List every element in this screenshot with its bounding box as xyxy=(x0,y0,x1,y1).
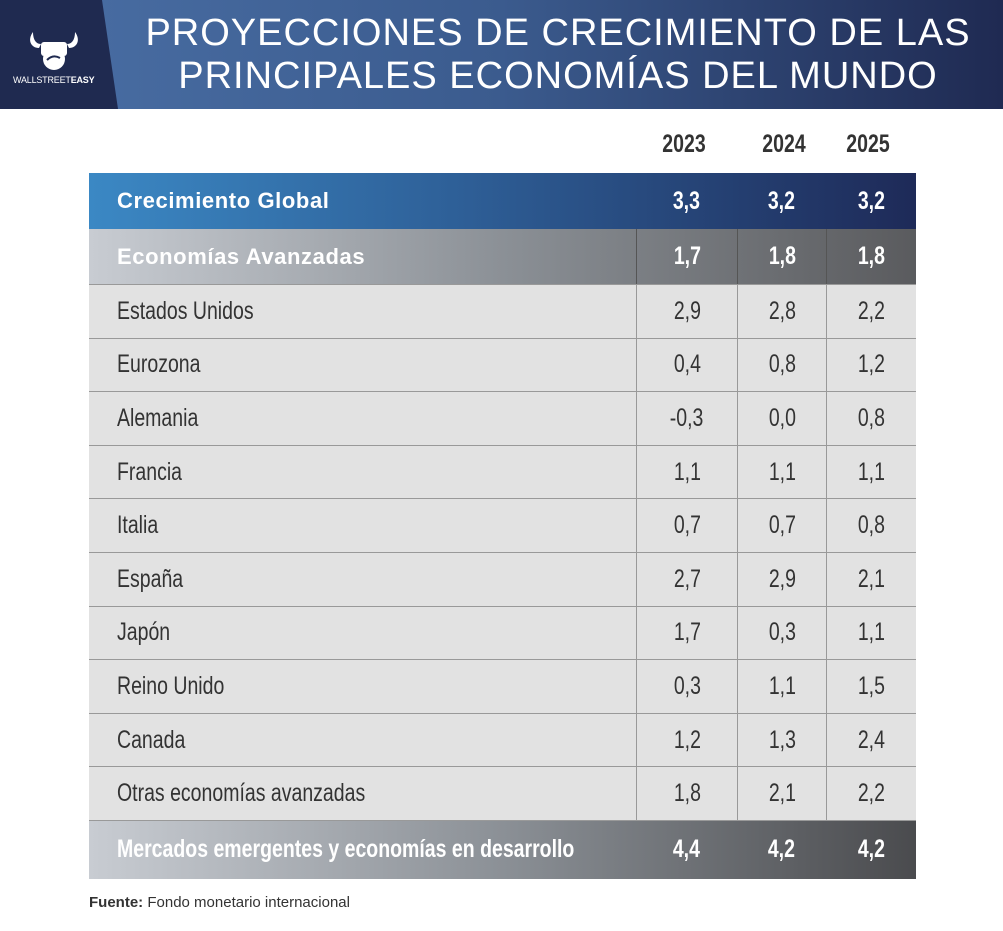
row-label: Estados Unidos xyxy=(117,296,254,325)
cell-value: 0,0 xyxy=(768,403,796,432)
table-row: Canada 1,2 1,3 2,4 xyxy=(89,713,916,768)
row-label: Francia xyxy=(117,457,183,486)
cell-value: 1,1 xyxy=(768,671,796,700)
cell-value: 1,3 xyxy=(768,725,796,754)
cell-value: 1,1 xyxy=(857,618,886,647)
column-header-2023: 2023 xyxy=(662,130,706,158)
cell-value: 1,7 xyxy=(673,618,701,647)
bull-fist-logo-icon xyxy=(30,32,78,70)
cell-value: 2,9 xyxy=(673,296,701,325)
table-row: Reino Unido 0,3 1,1 1,5 xyxy=(89,660,916,714)
row-advanced-economies: Economías Avanzadas 1,7 1,8 1,8 xyxy=(89,229,916,285)
cell-value: 1,1 xyxy=(768,457,796,486)
cell-value: 2,1 xyxy=(857,564,886,593)
cell-value: 0,3 xyxy=(673,671,701,700)
cell-value: 1,1 xyxy=(673,457,701,486)
cell-value: 2,7 xyxy=(673,564,701,593)
cell-value: -0,3 xyxy=(670,403,704,432)
row-label: Japón xyxy=(117,618,171,647)
cell-value: 2,1 xyxy=(768,779,796,808)
table-row: Alemania -0,3 0,0 0,8 xyxy=(89,392,916,446)
cell-value: 3,3 xyxy=(672,186,701,215)
cell-value: 0,3 xyxy=(768,618,796,647)
cell-value: 1,8 xyxy=(673,779,701,808)
row-label: Mercados emergentes y economías en desar… xyxy=(117,835,575,864)
cell-value: 4,2 xyxy=(767,835,796,864)
row-label: Eurozona xyxy=(117,350,201,379)
cell-value: 0,7 xyxy=(673,511,701,540)
cell-value: 2,8 xyxy=(768,296,796,325)
logo-wordmark: WALLSTREETEASY xyxy=(13,75,95,85)
cell-value: 1,2 xyxy=(857,350,886,379)
cell-value: 4,2 xyxy=(857,835,885,864)
cell-value: 0,8 xyxy=(768,350,796,379)
cell-value: 3,2 xyxy=(857,186,885,215)
row-label: España xyxy=(117,564,184,593)
source-note: Fuente: Fondo monetario internacional xyxy=(89,894,350,911)
table-row: Estados Unidos 2,9 2,8 2,2 xyxy=(89,285,916,339)
cell-value: 1,1 xyxy=(857,457,886,486)
cell-value: 0,4 xyxy=(673,350,701,379)
row-label: Economías Avanzadas xyxy=(117,243,366,269)
column-header-2024: 2024 xyxy=(762,130,806,158)
row-emerging-markets: Mercados emergentes y economías en desar… xyxy=(89,820,916,879)
table-row: Italia 0,7 0,7 0,8 xyxy=(89,499,916,553)
cell-value: 1,5 xyxy=(857,671,886,700)
row-label: Canada xyxy=(117,725,186,754)
cell-value: 2,4 xyxy=(857,725,886,754)
row-label: Reino Unido xyxy=(117,671,225,700)
table-row: Otras economías avanzadas 1,8 2,1 2,2 xyxy=(89,767,916,821)
growth-table: Crecimiento Global 3,3 3,2 3,2 Economías… xyxy=(89,173,916,879)
cell-value: 1,8 xyxy=(768,242,796,270)
table-row: Eurozona 0,4 0,8 1,2 xyxy=(89,338,916,393)
table-row: Japón 1,7 0,3 1,1 xyxy=(89,606,916,661)
row-label: Italia xyxy=(117,511,159,540)
cell-value: 2,2 xyxy=(857,779,886,808)
table-row: España 2,7 2,9 2,1 xyxy=(89,552,916,607)
cell-value: 3,2 xyxy=(767,186,796,215)
cell-value: 2,2 xyxy=(857,296,886,325)
page-title: PROYECCIONES DE CRECIMIENTO DE LAS PRINCI… xyxy=(145,12,971,97)
cell-value: 0,7 xyxy=(768,511,796,540)
row-label: Alemania xyxy=(117,403,199,432)
row-label: Crecimiento Global xyxy=(117,188,330,213)
cell-value: 1,8 xyxy=(857,242,886,270)
header-banner: WALLSTREETEASY PROYECCIONES DE CRECIMIEN… xyxy=(0,0,1003,109)
column-header-2025: 2025 xyxy=(846,130,890,158)
row-label: Otras economías avanzadas xyxy=(117,779,366,808)
cell-value: 0,8 xyxy=(857,403,886,432)
cell-value: 1,7 xyxy=(673,242,701,270)
table-row: Francia 1,1 1,1 1,1 xyxy=(89,445,916,500)
cell-value: 0,8 xyxy=(857,511,886,540)
cell-value: 1,2 xyxy=(673,725,701,754)
cell-value: 2,9 xyxy=(768,564,796,593)
cell-value: 4,4 xyxy=(672,835,701,864)
row-global-growth: Crecimiento Global 3,3 3,2 3,2 xyxy=(89,173,916,229)
